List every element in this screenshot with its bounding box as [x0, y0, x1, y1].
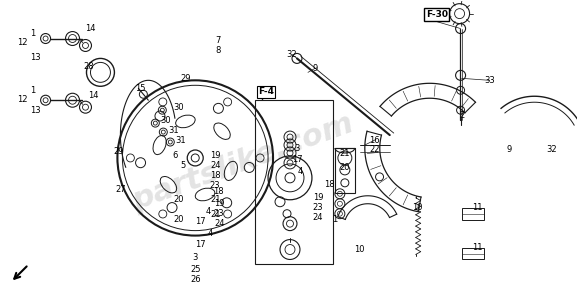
- Text: 4: 4: [297, 167, 303, 176]
- Text: 32: 32: [287, 50, 297, 59]
- Circle shape: [40, 33, 50, 44]
- Circle shape: [40, 95, 50, 105]
- Text: F-30: F-30: [425, 10, 447, 19]
- Text: 30: 30: [173, 103, 184, 112]
- Text: 18: 18: [325, 180, 335, 189]
- Text: 21: 21: [340, 149, 350, 158]
- Text: 19: 19: [210, 152, 220, 160]
- Text: 31: 31: [168, 126, 179, 135]
- Text: 29: 29: [113, 147, 124, 157]
- Text: 12: 12: [17, 95, 28, 104]
- Text: 27: 27: [115, 185, 126, 194]
- Text: 4: 4: [208, 229, 213, 238]
- Text: 6: 6: [173, 152, 178, 160]
- Bar: [255, 100, 333, 264]
- Text: 5: 5: [181, 161, 186, 170]
- Text: 31: 31: [175, 136, 186, 144]
- Text: 25: 25: [190, 265, 201, 274]
- Text: 23: 23: [214, 209, 224, 218]
- Text: 9: 9: [312, 64, 317, 73]
- Text: 16: 16: [369, 136, 380, 144]
- Text: 3: 3: [294, 144, 299, 152]
- Text: 10: 10: [413, 203, 423, 212]
- Text: 18: 18: [210, 171, 220, 180]
- Text: 12: 12: [17, 38, 28, 47]
- Bar: [462, 247, 484, 260]
- Text: 13: 13: [30, 106, 41, 115]
- Text: 19: 19: [313, 193, 323, 202]
- Bar: [335, 148, 355, 193]
- Text: 9: 9: [507, 146, 512, 155]
- Text: 20: 20: [173, 215, 184, 224]
- Text: 26: 26: [190, 275, 201, 284]
- Bar: [462, 208, 484, 220]
- Text: 11: 11: [472, 203, 483, 212]
- Text: 15: 15: [135, 84, 146, 93]
- Text: 17: 17: [195, 240, 206, 249]
- Text: 13: 13: [30, 53, 41, 62]
- Text: 33: 33: [484, 76, 495, 85]
- Text: 17: 17: [195, 217, 206, 226]
- Text: 20: 20: [340, 163, 350, 172]
- Text: 10: 10: [354, 245, 365, 254]
- Text: 29: 29: [180, 74, 191, 83]
- Text: 3: 3: [192, 253, 198, 262]
- Text: 23: 23: [210, 181, 220, 190]
- Text: 1: 1: [30, 86, 35, 95]
- Text: 7: 7: [216, 36, 221, 45]
- Text: 14: 14: [88, 91, 99, 100]
- Text: 4: 4: [206, 207, 211, 216]
- Text: 21: 21: [210, 210, 220, 219]
- Text: 18: 18: [213, 187, 224, 196]
- Text: 23: 23: [313, 203, 323, 212]
- Text: F-4: F-4: [258, 87, 274, 96]
- Text: 24: 24: [313, 213, 323, 222]
- Text: partslike.com: partslike.com: [128, 109, 358, 216]
- Text: 8: 8: [216, 46, 221, 55]
- Text: 21: 21: [210, 195, 220, 204]
- Text: 1: 1: [30, 29, 35, 38]
- Text: 24: 24: [210, 161, 220, 170]
- Text: 14: 14: [85, 24, 96, 33]
- Text: 11: 11: [472, 243, 483, 252]
- Text: 1: 1: [332, 215, 338, 224]
- Text: 20: 20: [173, 195, 184, 204]
- Text: 22: 22: [369, 146, 380, 155]
- Text: 32: 32: [546, 146, 557, 155]
- Text: 30: 30: [160, 116, 171, 125]
- Text: 28: 28: [83, 62, 94, 71]
- Text: 19: 19: [214, 199, 224, 208]
- Text: 17: 17: [292, 155, 302, 165]
- Text: 24: 24: [214, 219, 224, 228]
- Text: 2: 2: [459, 111, 464, 120]
